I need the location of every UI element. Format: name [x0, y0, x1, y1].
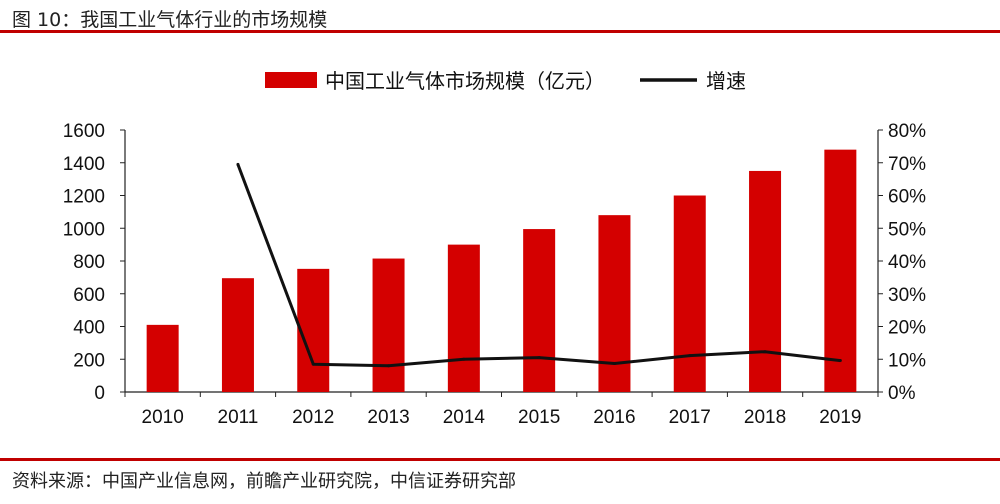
growth-point-2018: [763, 350, 767, 354]
bar-2011: [221, 278, 254, 392]
x-tick-label: 2013: [367, 407, 409, 428]
bar-2012: [297, 268, 330, 392]
left-tick-label: 0: [94, 383, 105, 404]
x-tick-label: 2014: [443, 407, 486, 428]
right-tick-label: 10%: [888, 350, 926, 371]
chart-area: 中国工业气体市场规模（亿元） 增速 0 200 400 600 800 1000 1200 14…: [0, 34, 1000, 458]
right-tick-label: 50%: [888, 219, 926, 240]
figure-title: 图 10：我国工业气体行业的市场规模: [12, 9, 328, 31]
legend-label-line: 增速: [706, 70, 746, 93]
legend-label-bar: 中国工业气体市场规模（亿元）: [325, 70, 605, 93]
growth-point-2016: [612, 362, 616, 366]
growth-point-2014: [462, 357, 466, 361]
right-tick-label: 80%: [888, 121, 926, 142]
left-tick-label: 600: [73, 285, 105, 306]
figure-footer: 资料来源：中国产业信息网，前瞻产业研究院，中信证券研究部: [0, 458, 1000, 504]
growth-point-2013: [387, 364, 391, 368]
right-tick-label: 30%: [888, 285, 926, 306]
bar-2016: [598, 215, 631, 392]
axes: 0 200 400 600 800 1000 1200 1400 1600 0% 10% 20% 30%…: [63, 121, 926, 428]
left-tick-label: 1200: [63, 187, 105, 208]
x-tick-label: 2016: [593, 407, 635, 428]
bar-2010: [146, 324, 179, 392]
source-note: 资料来源：中国产业信息网，前瞻产业研究院，中信证券研究部: [12, 471, 516, 492]
legend-swatch-bar: [265, 72, 317, 88]
growth-point-2019: [838, 359, 842, 363]
combo-chart: 中国工业气体市场规模（亿元） 增速 0 200 400 600 800 1000 1200 14…: [63, 70, 926, 428]
left-tick-label: 400: [73, 318, 105, 339]
x-tick-label: 2012: [292, 407, 334, 428]
bar-series: [146, 149, 857, 392]
bar-2017: [673, 195, 706, 392]
bar-2014: [447, 244, 480, 392]
header-rule: [0, 30, 1000, 33]
line-series: [236, 162, 842, 368]
x-tick-label: 2019: [819, 407, 861, 428]
bar-2018: [749, 170, 782, 392]
right-tick-label: 20%: [888, 318, 926, 339]
right-tick-label: 40%: [888, 252, 926, 273]
bar-2019: [824, 149, 857, 392]
growth-point-2012: [311, 362, 315, 366]
bar-2013: [372, 258, 405, 392]
right-tick-label: 70%: [888, 154, 926, 175]
x-tick-label: 2015: [518, 407, 560, 428]
growth-point-2011: [236, 162, 240, 166]
right-tick-label: 60%: [888, 187, 926, 208]
x-tick-label: 2010: [142, 407, 184, 428]
left-tick-label: 800: [73, 252, 105, 273]
left-tick-label: 200: [73, 350, 105, 371]
left-tick-label: 1400: [63, 154, 105, 175]
bar-2015: [523, 229, 556, 392]
growth-point-2017: [688, 354, 692, 358]
x-tick-label: 2018: [744, 407, 786, 428]
growth-point-2015: [537, 356, 541, 360]
left-tick-label: 1600: [63, 121, 105, 142]
footer-rule: [0, 458, 1000, 461]
left-tick-label: 1000: [63, 219, 105, 240]
x-tick-label: 2017: [669, 407, 711, 428]
x-tick-label: 2011: [218, 407, 259, 428]
legend: 中国工业气体市场规模（亿元） 增速: [265, 70, 746, 93]
right-tick-label: 0%: [888, 383, 916, 404]
figure-header: 图 10：我国工业气体行业的市场规模: [0, 0, 1000, 34]
